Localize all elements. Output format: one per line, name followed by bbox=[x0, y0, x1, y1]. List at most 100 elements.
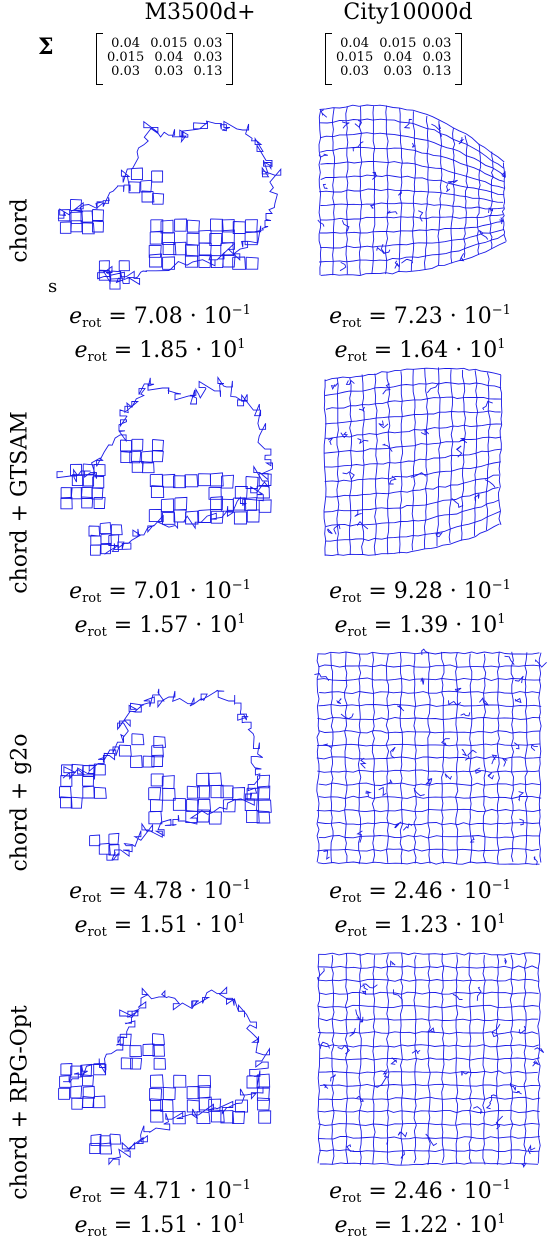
trajectory-cell-0-3-0 bbox=[93, 763, 106, 776]
trajectory-h-line-5 bbox=[324, 436, 502, 454]
trajectory-v-line-4 bbox=[372, 954, 376, 1164]
trajectory-cell-2-3-2 bbox=[151, 754, 164, 767]
trajectory-cell-1-5-0 bbox=[210, 472, 224, 487]
trajectory-h-line-1 bbox=[318, 664, 540, 668]
trajectory-squiggle-24 bbox=[410, 472, 427, 478]
metric-row1-m3500-e1: erot = 7.01 · 10−1 bbox=[69, 578, 251, 606]
trajectory-cell-1-8-0 bbox=[244, 219, 258, 233]
trajectory-squiggle-20 bbox=[322, 183, 329, 190]
trajectory-cell-0-3-0 bbox=[93, 463, 106, 476]
trajectory-v-line-10 bbox=[450, 127, 456, 264]
trajectory-cell-0-3-1 bbox=[92, 209, 104, 221]
trajectory-squiggle-29 bbox=[403, 118, 412, 129]
trajectory-squiggle-23 bbox=[390, 1057, 398, 1065]
trajectory-cell-1-1-0 bbox=[161, 775, 175, 789]
trajectory-squiggle-4 bbox=[394, 821, 402, 829]
trajectory-cell-3-0-0 bbox=[89, 834, 101, 847]
trajectory-h-line-11 bbox=[318, 1096, 541, 1101]
trajectory-squiggle-12 bbox=[380, 243, 391, 254]
trajectory-squiggle-1 bbox=[458, 137, 465, 145]
trajectory-v-line-12 bbox=[482, 653, 487, 864]
trajectory-cell-0-2-1 bbox=[82, 1074, 94, 1087]
trajectory-cell-1-3-1 bbox=[186, 232, 200, 246]
trajectory-cell-1-9-1 bbox=[257, 785, 271, 800]
trajectory-cell-2-0-1 bbox=[128, 181, 141, 194]
trajectory-squiggle-31 bbox=[461, 748, 468, 757]
trajectory-cell-3-1-0 bbox=[99, 522, 112, 535]
trajectory-cell-0-0-1 bbox=[58, 209, 71, 222]
trajectory-v-line-13 bbox=[496, 651, 500, 865]
row-label-chord-gtsam: chord + GTSAM bbox=[7, 411, 33, 594]
trajectory-cell-3-0-0 bbox=[88, 525, 101, 537]
trajectory-v-line-3 bbox=[358, 953, 362, 1166]
trajectory-squiggle-18 bbox=[469, 835, 475, 843]
trajectory-squiggle-2 bbox=[390, 960, 396, 966]
trajectory-cell-1-3-2 bbox=[185, 243, 199, 257]
trajectory-cell-1-3-2 bbox=[186, 798, 200, 812]
trajectory-cell-1-5-3 bbox=[210, 255, 224, 269]
trajectory-v-line-12 bbox=[476, 143, 482, 255]
trajectory-h-line-6 bbox=[324, 448, 502, 468]
trajectory-squiggle-33 bbox=[479, 697, 489, 706]
trajectory-v-line-2 bbox=[348, 377, 353, 555]
row-label-chord: chord bbox=[7, 198, 33, 263]
trajectory-cell-1-0-0 bbox=[150, 773, 164, 787]
metric-row3-city-e2: erot = 1.22 · 101 bbox=[334, 1212, 506, 1240]
trajectory-cell-1-8-3 bbox=[246, 509, 260, 523]
trajectory-cell-0-0-1 bbox=[60, 774, 73, 787]
trajectory-squiggle-7 bbox=[459, 437, 468, 444]
trajectory-cell-3-0-2 bbox=[90, 544, 101, 556]
trajectory-h-line-7 bbox=[318, 1044, 539, 1048]
trajectory-cell-1-9-0 bbox=[256, 1073, 271, 1088]
trajectory-cell-0-3-3 bbox=[93, 497, 106, 509]
trajectory-h-line-3 bbox=[325, 410, 501, 425]
trajectory-v-line-5 bbox=[385, 653, 390, 863]
trajectory-squiggle-7 bbox=[518, 791, 525, 802]
metric-row3-city-e1: erot = 2.46 · 10−1 bbox=[329, 1178, 511, 1206]
trajectory-squiggle-13 bbox=[454, 687, 462, 693]
trajectory-squiggle-26 bbox=[378, 786, 387, 797]
trajectory-squiggle-6 bbox=[378, 420, 389, 429]
trajectory-cell-1-7-1 bbox=[232, 787, 246, 801]
trajectory-v-line-10 bbox=[448, 369, 454, 543]
trajectory-v-line-6 bbox=[399, 952, 404, 1165]
trajectory-h-line-3 bbox=[318, 991, 539, 995]
trajectory-h-line-9 bbox=[318, 1070, 538, 1074]
trajectory-cell-1-8-0 bbox=[245, 476, 259, 489]
trajectory-cell-3-1-2 bbox=[109, 278, 121, 290]
trajectory-h-line-6 bbox=[318, 730, 541, 734]
trajectory-cell-1-7-3 bbox=[233, 511, 248, 525]
trajectory-cell-2-3-0 bbox=[153, 735, 166, 748]
trajectory-cell-1-6-1 bbox=[221, 229, 235, 244]
trajectory-h-line-11 bbox=[318, 795, 542, 799]
trajectory-v-line-3 bbox=[357, 653, 362, 865]
trajectory-v-line-2 bbox=[345, 953, 349, 1163]
trajectory-v-line-16 bbox=[537, 953, 541, 1164]
trajectory-squiggle-2 bbox=[420, 428, 430, 436]
trajectory-v-line-0 bbox=[317, 954, 321, 1164]
trajectory-h-line-12 bbox=[317, 1109, 540, 1114]
trajectory-squiggle-10 bbox=[330, 382, 339, 391]
trajectory-squiggle-19 bbox=[527, 1144, 536, 1155]
trajectory-h-line-7 bbox=[316, 743, 541, 747]
trajectory-cell-1-4-0 bbox=[197, 1074, 212, 1088]
trajectory-squiggle-0 bbox=[459, 253, 465, 262]
trajectory-squiggle-11 bbox=[314, 672, 330, 681]
trajectory-cell-3-1-2 bbox=[100, 542, 112, 555]
trajectory-cell-1-4-0 bbox=[197, 473, 211, 487]
trajectory-cell-1-3-1 bbox=[186, 1086, 200, 1100]
metric-row2-city-e2: erot = 1.23 · 101 bbox=[334, 912, 506, 940]
trajectory-cell-3-0-1 bbox=[90, 534, 102, 546]
plot-city-chord bbox=[317, 104, 507, 276]
trajectory-cell-1-1-2 bbox=[160, 498, 174, 513]
trajectory-cell-1-9-1 bbox=[256, 485, 270, 499]
trajectory-squiggle-15 bbox=[491, 754, 498, 765]
trajectory-cell-0-1-2 bbox=[70, 487, 83, 500]
trajectory-cell-1-9-0 bbox=[258, 473, 272, 486]
trajectory-v-line-2 bbox=[344, 651, 348, 863]
trajectory-squiggle-21 bbox=[435, 531, 443, 538]
trajectory-squiggle-16 bbox=[474, 493, 480, 502]
trajectory-squiggle-39 bbox=[514, 697, 522, 704]
trajectory-cell-2-1-0 bbox=[131, 438, 144, 451]
trajectory-squiggle-24 bbox=[356, 830, 363, 843]
